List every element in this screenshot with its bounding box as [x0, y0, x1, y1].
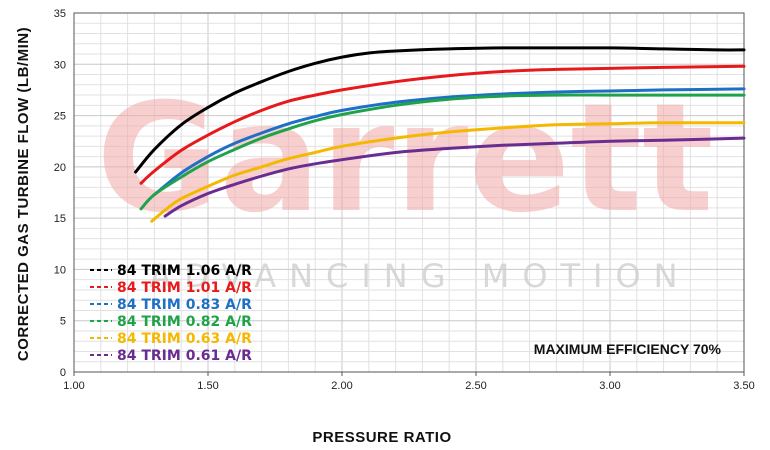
legend: 84 TRIM 1.06 A/R84 TRIM 1.01 A/R84 TRIM … — [90, 263, 252, 364]
plot-frame — [73, 12, 745, 373]
y-tick-label: 20 — [54, 162, 66, 174]
grid — [73, 12, 745, 373]
axes: 1.00 1.50 2.00 2.50 3.00 3.50 0 5 10 15 20 25 30 35 — [54, 8, 755, 392]
x-tick-label: 3.50 — [733, 380, 754, 392]
legend-label: 84 TRIM 1.01 A/R — [117, 280, 252, 296]
series-line-5 — [150, 121, 746, 223]
x-axis-title: PRESSURE RATIO — [312, 429, 451, 446]
y-tick-label: 15 — [54, 213, 66, 225]
series-line-1 — [134, 46, 746, 174]
y-tick-label: 0 — [60, 367, 66, 379]
annotation-max-efficiency: MAXIMUM EFFICIENCY 70% — [534, 341, 722, 357]
legend-label: 84 TRIM 0.63 A/R — [117, 331, 252, 347]
series-line-4 — [139, 93, 746, 211]
x-tick-label: 2.00 — [331, 380, 352, 392]
y-tick-label: 10 — [54, 264, 66, 276]
y-axis-title: CORRECTED GAS TURBINE FLOW (LB/MIN) — [15, 27, 32, 361]
legend-label: 84 TRIM 0.82 A/R — [117, 314, 252, 330]
legend-label: 84 TRIM 0.83 A/R — [117, 297, 252, 313]
legend-label: 84 TRIM 0.61 A/R — [117, 348, 252, 364]
y-tick-label: 5 — [60, 316, 66, 328]
y-tick-label: 30 — [54, 59, 66, 71]
series-line-3 — [152, 87, 746, 197]
series-lines — [134, 46, 746, 223]
legend-label: 84 TRIM 1.06 A/R — [117, 263, 252, 279]
x-tick-label: 1.00 — [63, 380, 84, 392]
x-tick-label: 1.50 — [197, 380, 218, 392]
series-line-6 — [163, 136, 746, 218]
y-tick-label: 25 — [54, 111, 66, 123]
watermark-brand: Garrett — [96, 72, 713, 246]
series-line-2 — [139, 64, 746, 185]
x-tick-label: 2.50 — [465, 380, 486, 392]
x-tick-label: 3.00 — [599, 380, 620, 392]
y-tick-label: 35 — [54, 8, 66, 20]
watermark-tagline: ADVANCING MOTION — [149, 257, 690, 295]
